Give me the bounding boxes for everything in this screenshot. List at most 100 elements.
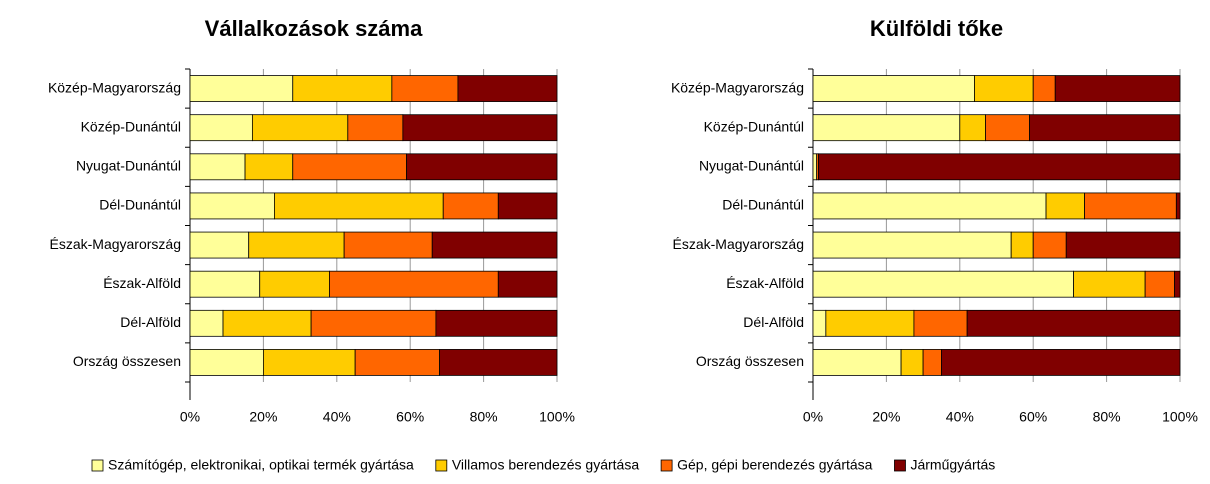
bar-segment (310, 309, 437, 337)
bar-segment (222, 309, 312, 337)
bar-segment (292, 153, 407, 181)
x-tick-label: 20% (249, 409, 277, 425)
y-tick-label: Észak-Magyarország (673, 236, 805, 252)
bar-segment (431, 231, 558, 259)
bar-segment (435, 309, 558, 337)
bar-segment (262, 349, 356, 376)
bar-segment (974, 75, 1034, 102)
x-tick-label: 80% (470, 409, 498, 425)
bar-segment (244, 153, 294, 181)
bar-segment (812, 270, 1074, 298)
bar-segment (402, 114, 558, 142)
bar-segment (189, 114, 253, 142)
bar-segment (966, 309, 1181, 337)
legend-swatch (660, 459, 673, 472)
bar-segment (1032, 75, 1056, 102)
bar-segment (189, 270, 261, 298)
bar-segment (1084, 192, 1177, 220)
bar-segment (1144, 270, 1175, 298)
y-tick-label: Dél-Dunántúl (99, 197, 181, 213)
x-tick-label: 40% (946, 409, 974, 425)
bar-segment (274, 192, 444, 220)
x-tick-label: 40% (323, 409, 351, 425)
bar-segment (922, 349, 942, 376)
x-tick-label: 100% (539, 409, 575, 425)
bar-segment (812, 231, 1012, 259)
bar-segment (812, 349, 902, 376)
bar-segment (329, 270, 499, 298)
bar-segment (189, 349, 264, 376)
bar-segment (959, 114, 986, 142)
bar-segment (812, 75, 975, 102)
bar-segment (1065, 231, 1181, 259)
y-tick-label: Nyugat-Dunántúl (76, 158, 181, 174)
bar-segment (1045, 192, 1085, 220)
bar-segment (189, 153, 246, 181)
x-tick-label: 60% (396, 409, 424, 425)
bar-segment (812, 309, 827, 337)
x-tick-label: 60% (1019, 409, 1047, 425)
bar-segment (1032, 231, 1067, 259)
bar-segment (1073, 270, 1146, 298)
y-tick-label: Észak-Alföld (726, 275, 804, 291)
y-tick-label: Dél-Alföld (743, 314, 804, 330)
bar-segment (292, 75, 393, 102)
y-tick-label: Nyugat-Dunántúl (699, 158, 804, 174)
legend-label: Járműgyártás (910, 457, 995, 473)
y-tick-label: Észak-Alföld (103, 275, 181, 291)
x-tick-label: 0% (180, 409, 200, 425)
bar-segment (1174, 270, 1181, 298)
bar-segment (900, 349, 924, 376)
y-tick-label: Észak-Magyarország (50, 236, 182, 252)
bar-segment (259, 270, 330, 298)
y-tick-label: Dél-Dunántúl (722, 197, 804, 213)
bar-segment (812, 153, 818, 181)
bar-segment (941, 349, 1181, 376)
legend-swatch (894, 459, 906, 472)
bar-segment (251, 114, 349, 142)
y-tick-label: Közép-Magyarország (671, 79, 804, 95)
chart-title: Külföldi tőke (870, 16, 1003, 41)
y-tick-label: Közép-Dunántúl (704, 118, 804, 134)
bar-segment (825, 309, 915, 337)
bar-segment (497, 270, 558, 298)
y-tick-label: Ország összesen (696, 353, 804, 369)
bar-segment (189, 309, 224, 337)
legend-swatch (435, 459, 448, 472)
y-tick-label: Ország összesen (73, 353, 181, 369)
bar-segment (189, 231, 250, 259)
legend-swatch (91, 459, 104, 472)
bar-segment (189, 192, 275, 220)
bar-segment (343, 231, 433, 259)
bar-segment (391, 75, 459, 102)
chart-title: Vállalkozások száma (205, 16, 423, 41)
bar-segment (1175, 192, 1181, 220)
bar-segment (1029, 114, 1181, 142)
bar-segment (189, 75, 294, 102)
y-tick-label: Dél-Alföld (120, 314, 181, 330)
bar-segment (913, 309, 968, 337)
bar-segment (812, 192, 1047, 220)
legend-label: Villamos berendezés gyártása (452, 457, 640, 473)
legend-label: Gép, gépi berendezés gyártása (677, 457, 873, 473)
bar-segment (439, 349, 558, 376)
x-tick-label: 100% (1162, 409, 1198, 425)
bar-segment (818, 153, 1181, 181)
x-tick-label: 20% (872, 409, 900, 425)
bar-segment (354, 349, 440, 376)
bar-segment (442, 192, 499, 220)
bar-segment (497, 192, 558, 220)
bar-segment (1054, 75, 1181, 102)
x-tick-label: 80% (1093, 409, 1121, 425)
y-tick-label: Közép-Dunántúl (81, 118, 181, 134)
bar-segment (812, 114, 961, 142)
bar-segment (985, 114, 1030, 142)
bar-segment (347, 114, 404, 142)
legend-label: Számítógép, elektronikai, optikai termék… (108, 457, 414, 473)
bar-segment (1010, 231, 1034, 259)
x-tick-label: 0% (803, 409, 823, 425)
bar-segment (457, 75, 558, 102)
y-tick-label: Közép-Magyarország (48, 79, 181, 95)
bar-segment (406, 153, 558, 181)
